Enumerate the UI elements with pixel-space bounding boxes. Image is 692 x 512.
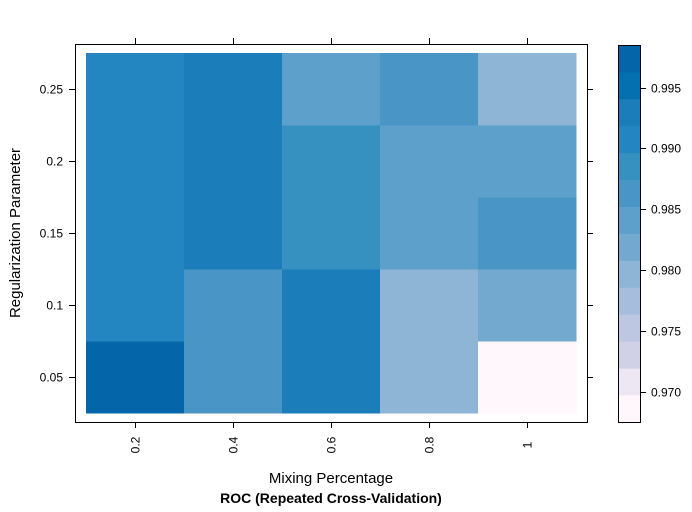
heatmap-cells	[86, 53, 577, 414]
heatmap-cell	[478, 53, 577, 126]
heatmap-cell	[184, 53, 283, 126]
y-tick-label: 0.05	[40, 371, 64, 385]
colorbar-border	[618, 45, 641, 423]
colorbar-tick-label: 0.975	[651, 325, 681, 339]
colorbar-tick-label: 0.970	[651, 386, 681, 400]
heatmap-cell	[86, 197, 185, 270]
x-axis-ticks: 0.2 0.4 0.6 0.8 1	[129, 38, 535, 453]
heatmap-cell	[282, 341, 381, 414]
y-tick-label: 0.25	[40, 83, 64, 97]
y-axis-ticks: 0.05 0.1 0.15 0.2 0.25	[40, 83, 593, 385]
y-tick-label: 0.2	[46, 155, 63, 169]
heatmap-cell	[86, 53, 185, 126]
colorbar-swatch	[618, 341, 640, 369]
heatmap-cell	[86, 341, 185, 414]
heatmap-cell	[380, 197, 479, 270]
heatmap-cell	[184, 197, 283, 270]
colorbar-swatch	[618, 395, 640, 423]
x-tick-label: 0.4	[227, 436, 241, 453]
chart-title: ROC (Repeated Cross-Validation)	[220, 490, 442, 506]
colorbar-swatch	[618, 233, 640, 261]
colorbar-swatch	[618, 125, 640, 154]
x-tick-label: 0.8	[423, 436, 437, 453]
heatmap-cell	[478, 197, 577, 270]
heatmap-cell	[184, 269, 283, 342]
colorbar-swatch	[618, 368, 640, 396]
heatmap-cell	[86, 125, 185, 198]
colorbar: 0.970 0.975 0.980 0.985 0.990 0.995	[618, 45, 681, 423]
y-tick-label: 0.15	[40, 227, 64, 241]
heatmap-cell	[478, 125, 577, 198]
colorbar-swatch	[618, 287, 640, 315]
colorbar-tick-label: 0.985	[651, 203, 681, 217]
heatmap-cell	[478, 341, 577, 414]
heatmap-cell	[282, 53, 381, 126]
heatmap-cell	[282, 125, 381, 198]
heatmap-cell	[380, 269, 479, 342]
heatmap-cell	[282, 269, 381, 342]
colorbar-tick-label: 0.995	[651, 82, 681, 96]
x-axis-label: Mixing Percentage	[269, 470, 393, 487]
heatmap-cell	[380, 53, 479, 126]
colorbar-swatch	[618, 71, 640, 100]
colorbar-swatch	[618, 98, 640, 127]
colorbar-swatch	[618, 314, 640, 342]
heatmap-cell	[184, 125, 283, 198]
colorbar-swatch	[618, 152, 640, 181]
x-tick-label: 0.2	[129, 436, 143, 453]
colorbar-swatch	[618, 45, 640, 73]
heatmap-cell	[380, 341, 479, 414]
heatmap-cell	[86, 269, 185, 342]
colorbar-swatch	[618, 260, 640, 288]
x-tick-label: 1	[521, 441, 535, 448]
y-axis-label: Regularization Parameter	[7, 148, 24, 318]
heatmap-cell	[282, 197, 381, 270]
y-tick-label: 0.1	[46, 299, 63, 313]
colorbar-swatch	[618, 179, 640, 207]
colorbar-tick-label: 0.980	[651, 264, 681, 278]
colorbar-swatch	[618, 206, 640, 234]
heatmap-cell	[478, 269, 577, 342]
heatmap-cell	[184, 341, 283, 414]
x-tick-label: 0.6	[325, 436, 339, 453]
colorbar-tick-label: 0.990	[651, 142, 681, 156]
heatmap-cell	[380, 125, 479, 198]
